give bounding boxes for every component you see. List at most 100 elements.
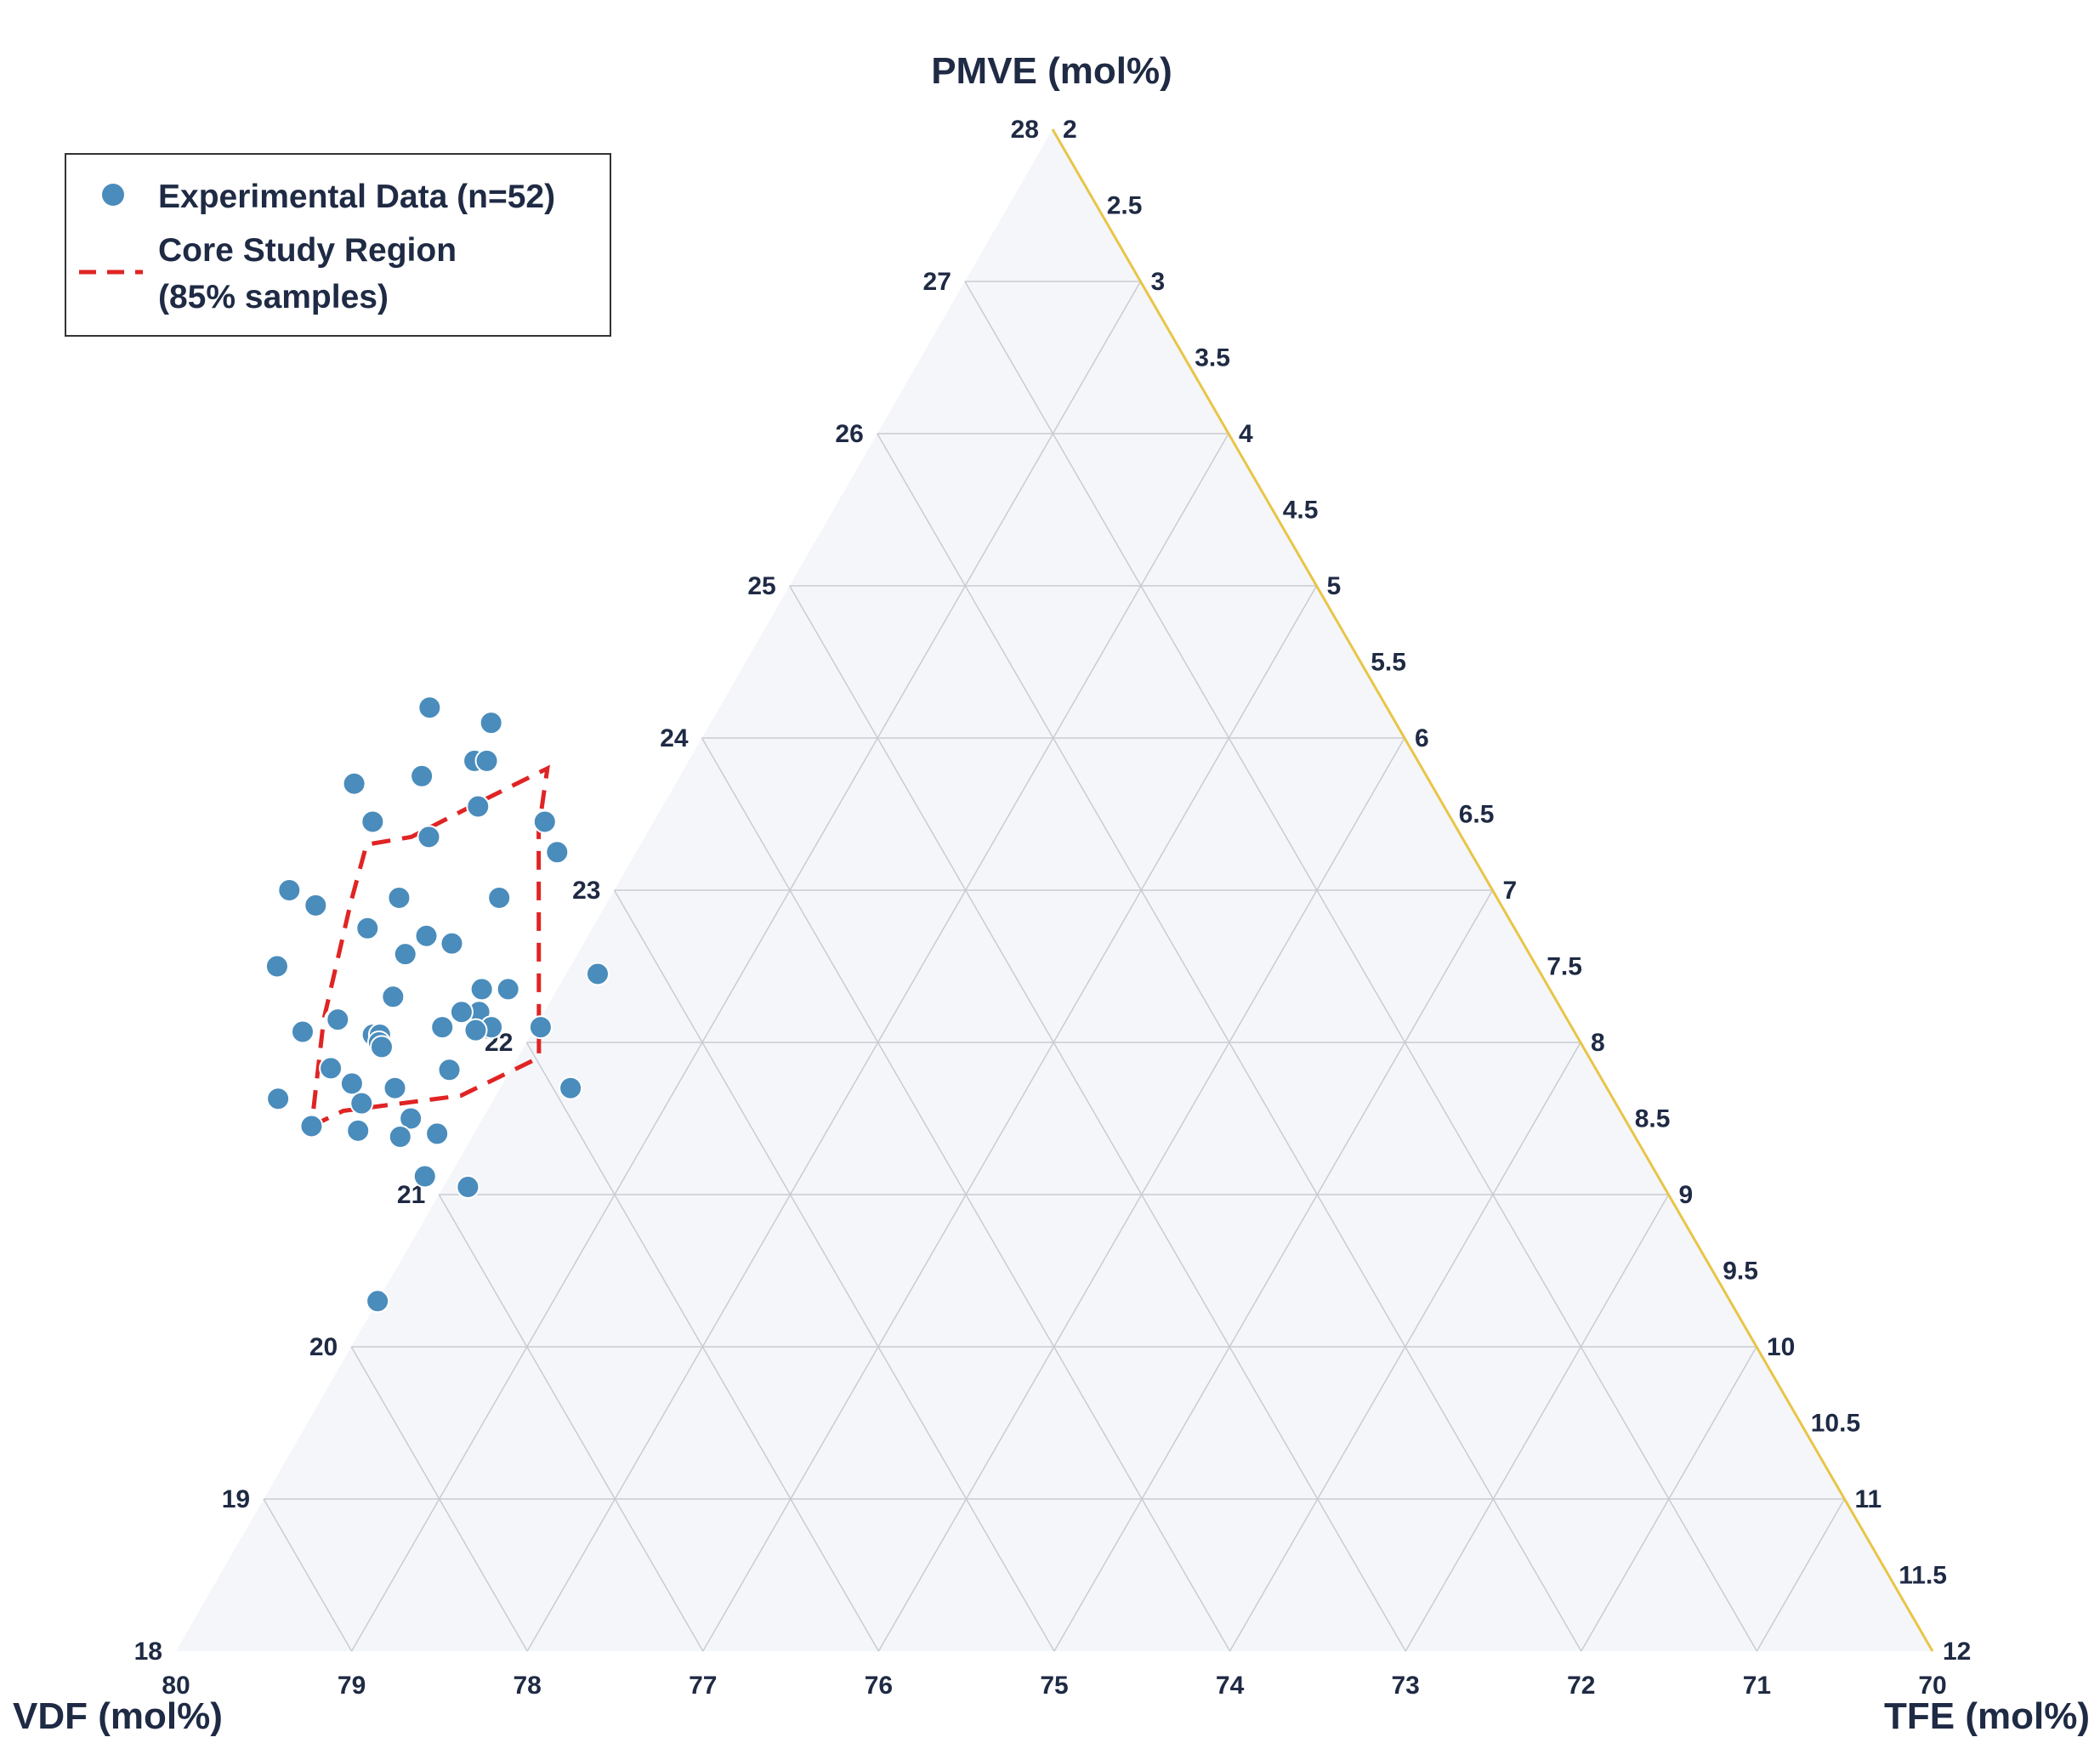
pmve-axis-title: PMVE (mol%) xyxy=(931,50,1172,92)
data-point xyxy=(466,794,491,819)
data-point xyxy=(266,1087,291,1111)
grid-line-vdf xyxy=(263,1498,353,1652)
data-point xyxy=(290,1019,315,1044)
legend-box xyxy=(65,153,611,337)
vdf-tick-label: 77 xyxy=(689,1672,717,1700)
data-point xyxy=(383,1076,407,1100)
data-point xyxy=(369,1035,394,1059)
data-point xyxy=(410,764,434,788)
data-point xyxy=(545,840,570,865)
tfe-tick-label: 2.5 xyxy=(1107,192,1143,220)
grid-line-vdf xyxy=(964,281,1758,1652)
tfe-tick-label: 11.5 xyxy=(1899,1562,1947,1590)
vdf-tick-label: 76 xyxy=(865,1672,893,1700)
data-point xyxy=(388,1124,412,1149)
pmve-tick-label: 25 xyxy=(747,572,775,600)
data-point xyxy=(360,809,385,834)
data-point xyxy=(437,1058,462,1082)
grid-line-tfe xyxy=(1405,1194,1670,1652)
pmve-tick-label: 28 xyxy=(1011,116,1039,144)
tfe-tick-label: 7 xyxy=(1503,877,1518,905)
tfe-tick-label: 4 xyxy=(1239,420,1253,448)
tfe-tick-label: 5 xyxy=(1327,572,1342,600)
tfe-tick-label: 8.5 xyxy=(1635,1105,1671,1133)
data-point xyxy=(528,1015,553,1040)
data-point xyxy=(487,885,512,910)
data-point xyxy=(430,1015,455,1040)
data-point xyxy=(440,931,464,956)
pmve-tick-label: 24 xyxy=(660,724,689,752)
grid-lines xyxy=(263,281,1846,1652)
data-point xyxy=(474,748,499,773)
pmve-tick-label: 19 xyxy=(222,1485,250,1513)
tfe-axis-title: TFE (mol%) xyxy=(1884,1695,2090,1737)
data-point xyxy=(399,1106,423,1131)
vdf-tick-label: 71 xyxy=(1743,1672,1771,1700)
pmve-tick-label: 27 xyxy=(923,268,951,296)
data-point xyxy=(355,916,380,940)
legend-marker-experimental xyxy=(102,184,124,206)
grid-line-tfe xyxy=(702,585,1318,1652)
grid-line-vdf xyxy=(613,889,1055,1652)
grid-line-tfe xyxy=(1053,889,1494,1652)
tfe-tick-label: 9.5 xyxy=(1723,1258,1758,1286)
core-study-region-outline xyxy=(309,764,550,1128)
data-points xyxy=(264,695,610,1314)
grid-line-vdf xyxy=(438,1194,704,1652)
vdf-tick-label: 73 xyxy=(1392,1672,1420,1700)
pmve-tick-label: 23 xyxy=(572,877,600,905)
legend: Experimental Data (n=52) Core Study Regi… xyxy=(65,153,611,337)
tfe-axis-line xyxy=(1051,128,1934,1652)
legend-label-region-line2: (85% samples) xyxy=(158,279,389,315)
data-point xyxy=(414,923,439,948)
data-point xyxy=(479,711,503,735)
grid-line-tfe xyxy=(1581,1346,1757,1652)
tfe-tick-label: 2 xyxy=(1063,116,1077,144)
vdf-tick-label: 75 xyxy=(1040,1672,1068,1700)
grid-line-tfe xyxy=(1756,1498,1846,1652)
data-point xyxy=(417,825,441,849)
data-point xyxy=(342,771,366,796)
data-point xyxy=(393,942,417,967)
tfe-tick-label: 10 xyxy=(1767,1333,1795,1361)
vdf-tick-label: 70 xyxy=(1918,1672,1946,1700)
tfe-tick-label: 4.5 xyxy=(1283,497,1319,525)
data-point xyxy=(456,1175,480,1200)
tfe-tick-label: 8 xyxy=(1591,1029,1605,1057)
tfe-tick-label: 6 xyxy=(1415,724,1429,752)
grid-line-tfe xyxy=(350,281,1142,1652)
data-point xyxy=(387,885,411,910)
data-point xyxy=(559,1076,583,1100)
vdf-axis-title: VDF (mol%) xyxy=(13,1695,223,1737)
tfe-tick-label: 7.5 xyxy=(1547,953,1582,981)
data-point xyxy=(349,1091,374,1116)
vdf-tick-label: 72 xyxy=(1567,1672,1595,1700)
data-point xyxy=(381,985,406,1009)
data-point xyxy=(264,954,289,979)
data-point xyxy=(277,878,302,902)
data-point xyxy=(463,1018,488,1042)
grid-line-vdf xyxy=(350,1346,528,1652)
data-point xyxy=(585,962,610,986)
data-point xyxy=(496,977,520,1002)
data-point xyxy=(532,809,557,834)
legend-label-experimental: Experimental Data (n=52) xyxy=(158,179,555,215)
grid-line-vdf xyxy=(789,585,1406,1652)
tfe-tick-label: 10.5 xyxy=(1811,1410,1860,1438)
tfe-tick-label: 9 xyxy=(1679,1181,1694,1209)
vdf-tick-label: 78 xyxy=(514,1672,542,1700)
tfe-tick-label: 11 xyxy=(1855,1485,1882,1513)
data-point xyxy=(319,1056,343,1081)
pmve-tick-label: 26 xyxy=(835,420,863,448)
pmve-tick-label: 18 xyxy=(134,1638,162,1666)
tfe-tick-label: 5.5 xyxy=(1371,649,1406,677)
data-point xyxy=(412,1164,437,1189)
data-point xyxy=(449,1000,474,1025)
pmve-tick-label: 20 xyxy=(309,1333,338,1361)
data-point xyxy=(469,977,494,1002)
data-point xyxy=(417,695,442,720)
vdf-tick-label: 79 xyxy=(338,1672,366,1700)
tfe-tick-label: 3.5 xyxy=(1195,344,1230,372)
